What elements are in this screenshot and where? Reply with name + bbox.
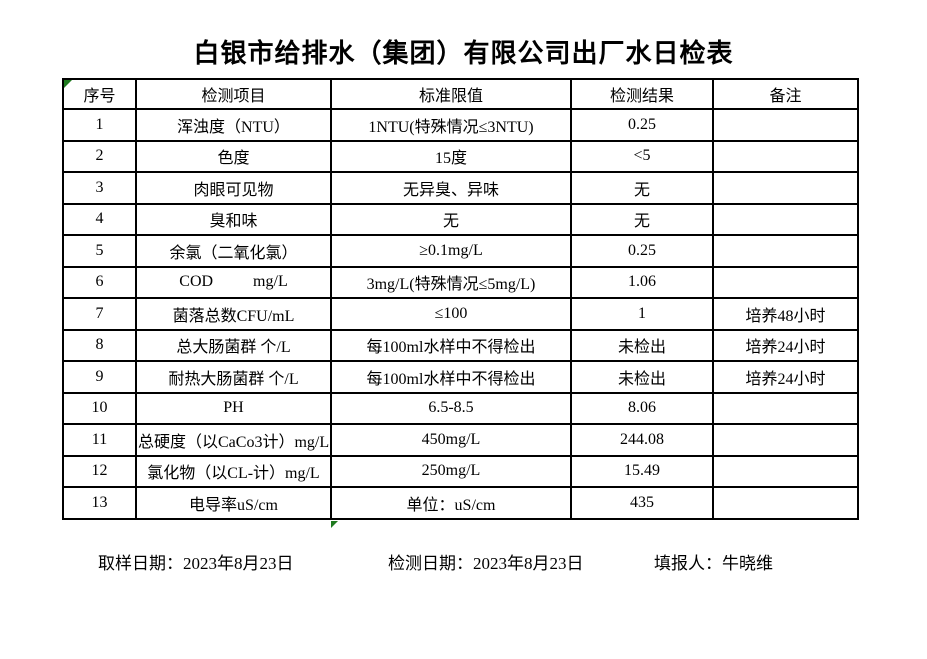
header-col-remark: 备注 xyxy=(712,78,859,110)
col-item: 总大肠菌群 个/L xyxy=(135,328,332,362)
col-standard: 每100ml水样中不得检出 xyxy=(330,328,572,362)
table-row: 13 电导率uS/cm 单位：uS/cm 435 xyxy=(62,486,859,520)
table-row: 1 浑浊度（NTU） 1NTU(特殊情况≤3NTU) 0.25 xyxy=(62,108,859,142)
col-result: 未检出 xyxy=(570,328,714,362)
col-result: 8.06 xyxy=(570,391,714,425)
col-standard: 450mg/L xyxy=(330,423,572,457)
col-index: 1 xyxy=(62,108,137,142)
col-standard: 单位：uS/cm xyxy=(330,486,572,520)
col-index: 8 xyxy=(62,328,137,362)
col-standard: 3mg/L(特殊情况≤5mg/L) xyxy=(330,265,572,299)
table-body: 1 浑浊度（NTU） 1NTU(特殊情况≤3NTU) 0.25 2 色度 15度 <5 3 肉眼可… xyxy=(62,108,859,520)
col-index: 6 xyxy=(62,265,137,299)
table-row: 2 色度 15度 <5 xyxy=(62,139,859,173)
sampling-date-label: 取样日期：2023年8月23日 xyxy=(98,554,294,573)
col-index: 2 xyxy=(62,139,137,173)
col-index: 5 xyxy=(62,234,137,268)
col-remark xyxy=(712,202,859,236)
col-standard: 250mg/L xyxy=(330,454,572,488)
col-remark xyxy=(712,454,859,488)
col-standard: 15度 xyxy=(330,139,572,173)
col-result: 0.25 xyxy=(570,108,714,142)
table-row: 11 总硬度（以CaCo3计）mg/L 450mg/L 244.08 xyxy=(62,423,859,457)
col-standard: ≥0.1mg/L xyxy=(330,234,572,268)
col-result: 无 xyxy=(570,171,714,205)
table-row: 6 COD mg/L 3mg/L(特殊情况≤5mg/L) 1.06 xyxy=(62,265,859,299)
col-item: COD mg/L xyxy=(135,265,332,299)
col-item: PH xyxy=(135,391,332,425)
col-result: 244.08 xyxy=(570,423,714,457)
green-corner-indicator-icon xyxy=(64,80,72,88)
col-index: 9 xyxy=(62,360,137,394)
col-remark xyxy=(712,139,859,173)
col-result: 15.49 xyxy=(570,454,714,488)
col-index: 11 xyxy=(62,423,137,457)
header-col-index: 序号 xyxy=(62,78,137,110)
col-result: 1.06 xyxy=(570,265,714,299)
col-item: 臭和味 xyxy=(135,202,332,236)
col-standard: 1NTU(特殊情况≤3NTU) xyxy=(330,108,572,142)
col-remark xyxy=(712,171,859,205)
col-item: 菌落总数CFU/mL xyxy=(135,297,332,331)
col-standard: 无 xyxy=(330,202,572,236)
col-remark: 培养24小时 xyxy=(712,328,859,362)
col-item: 色度 xyxy=(135,139,332,173)
col-result: 未检出 xyxy=(570,360,714,394)
col-index: 13 xyxy=(62,486,137,520)
table-row: 8 总大肠菌群 个/L 每100ml水样中不得检出 未检出 培养24小时 xyxy=(62,328,859,362)
col-remark: 培养24小时 xyxy=(712,360,859,394)
col-item: 耐热大肠菌群 个/L xyxy=(135,360,332,394)
col-standard: 每100ml水样中不得检出 xyxy=(330,360,572,394)
table-row: 3 肉眼可见物 无异臭、异味无 xyxy=(62,171,859,205)
reporter-label: 填报人：牛晓维 xyxy=(654,554,773,573)
col-index: 12 xyxy=(62,454,137,488)
inspection-table-container: 序号 检测项目 标准限值 检测结果 备注 1 浑浊度（NTU） 1NTU(特殊情况≤3NTU… xyxy=(62,78,859,528)
col-item: 电导率uS/cm xyxy=(135,486,332,520)
col-remark xyxy=(712,423,859,457)
header-col-result: 检测结果 xyxy=(570,78,714,110)
col-item: 氯化物（以CL-计）mg/L xyxy=(135,454,332,488)
inspection-table: 序号 检测项目 标准限值 检测结果 备注 1 浑浊度（NTU） 1NTU(特殊情况≤3NTU… xyxy=(62,78,859,520)
footer: 取样日期：2023年8月23日 检测日期：2023年8月23日 填报人：牛晓维 xyxy=(0,549,927,573)
col-index: 4 xyxy=(62,202,137,236)
page-title: 白银市给排水（集团）有限公司出厂水日检表 xyxy=(193,39,734,68)
col-standard: 无异臭、异味 xyxy=(330,171,572,205)
col-index: 3 xyxy=(62,171,137,205)
col-result: 无 xyxy=(570,202,714,236)
col-item: 余氯（二氧化氯） xyxy=(135,234,332,268)
col-result: 1 xyxy=(570,297,714,331)
col-result: 435 xyxy=(570,486,714,520)
test-date-label: 检测日期：2023年8月23日 xyxy=(388,554,584,573)
col-index: 7 xyxy=(62,297,137,331)
col-item: 肉眼可见物 xyxy=(135,171,332,205)
table-row: 4 臭和味无无 xyxy=(62,202,859,236)
col-remark xyxy=(712,108,859,142)
table-row: 10 PH 6.5-8.5 8.06 xyxy=(62,391,859,425)
col-remark xyxy=(712,265,859,299)
col-index: 10 xyxy=(62,391,137,425)
col-result: 0.25 xyxy=(570,234,714,268)
table-row: 5 余氯（二氧化氯） ≥0.1mg/L 0.25 xyxy=(62,234,859,268)
header-col-item: 检测项目 xyxy=(135,78,332,110)
col-item: 浑浊度（NTU） xyxy=(135,108,332,142)
table-row: 7 菌落总数CFU/mL ≤100 1 培养48小时 xyxy=(62,297,859,331)
col-remark xyxy=(712,486,859,520)
col-item: 总硬度（以CaCo3计）mg/L xyxy=(135,423,332,457)
col-standard: 6.5-8.5 xyxy=(330,391,572,425)
col-remark xyxy=(712,391,859,425)
table-row: 12 氯化物（以CL-计）mg/L 250mg/L 15.49 xyxy=(62,454,859,488)
table-row: 9 耐热大肠菌群 个/L 每100ml水样中不得检出 未检出 培养24小时 xyxy=(62,360,859,394)
col-standard: ≤100 xyxy=(330,297,572,331)
col-result: <5 xyxy=(570,139,714,173)
col-remark: 培养48小时 xyxy=(712,297,859,331)
header-col-standard: 标准限值 xyxy=(330,78,572,110)
green-fill-handle-icon xyxy=(331,520,338,528)
col-remark xyxy=(712,234,859,268)
table-header-row: 序号 检测项目 标准限值 检测结果 备注 xyxy=(62,78,859,110)
